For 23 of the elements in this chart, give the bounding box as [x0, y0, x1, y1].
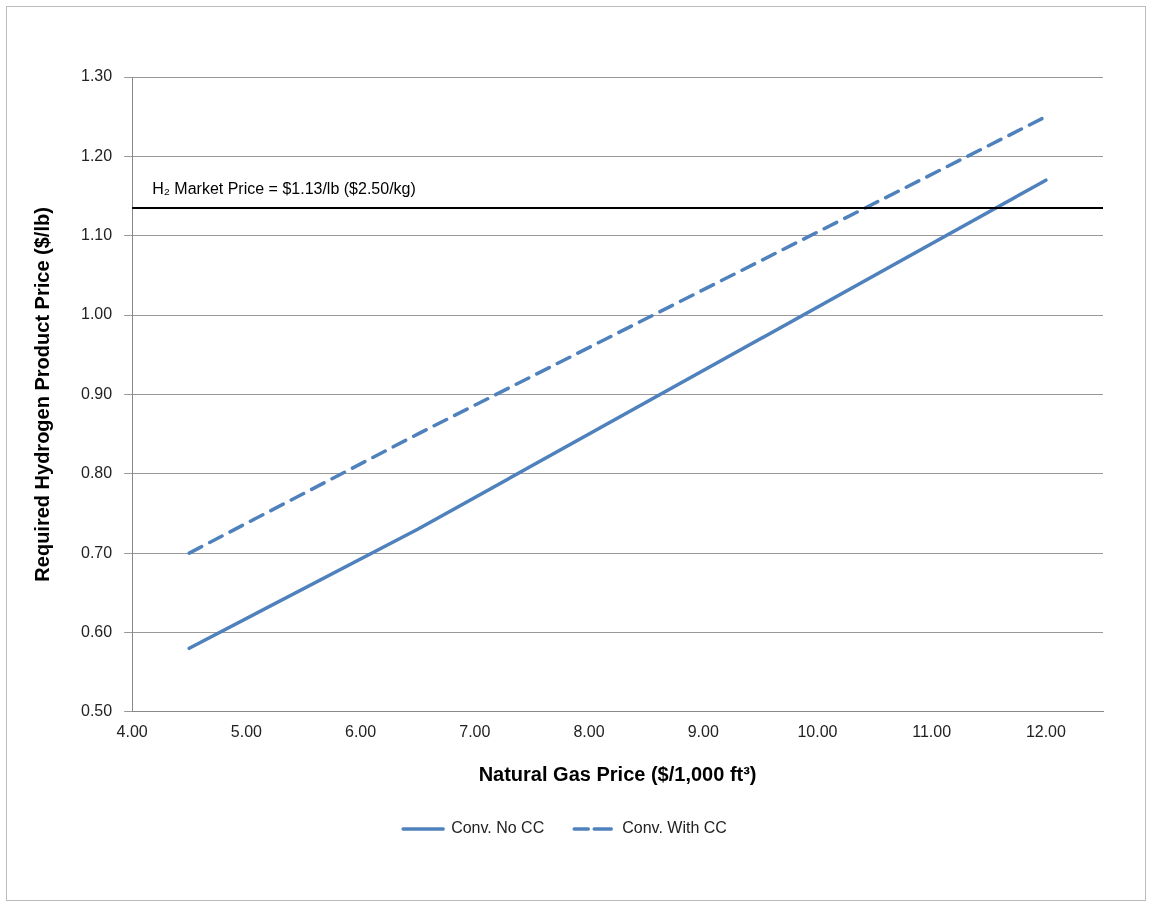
x-tick-label: 9.00	[687, 722, 719, 740]
ref-line-label: H₂ Market Price = $1.13/lb ($2.50/kg)	[152, 180, 416, 198]
y-tick-label: 0.80	[81, 464, 113, 482]
legend-label: Conv. No CC	[451, 819, 545, 837]
legend-label: Conv. With CC	[622, 819, 727, 837]
y-tick-label: 0.60	[81, 622, 113, 640]
y-tick-label: 1.00	[81, 305, 113, 323]
x-axis-title: Natural Gas Price ($/1,000 ft³)	[478, 762, 757, 785]
x-tick-label: 6.00	[345, 722, 377, 740]
y-tick-label: 0.70	[81, 543, 113, 561]
x-tick-label: 8.00	[573, 722, 605, 740]
x-tick-label: 11.00	[912, 722, 952, 740]
x-tick-label: 10.00	[797, 722, 838, 740]
y-tick-label: 1.20	[81, 146, 113, 164]
y-axis-title: Required Hydrogen Product Price ($/lb)	[30, 207, 53, 582]
x-tick-label: 4.00	[116, 722, 148, 740]
y-tick-label: 1.10	[81, 226, 113, 244]
y-tick-label: 0.50	[81, 702, 113, 720]
y-tick-label: 0.90	[81, 384, 113, 402]
x-tick-label: 12.00	[1025, 722, 1067, 740]
y-tick-label: 1.30	[81, 67, 113, 85]
x-tick-label: 7.00	[459, 722, 491, 740]
x-tick-label: 5.00	[230, 722, 263, 740]
